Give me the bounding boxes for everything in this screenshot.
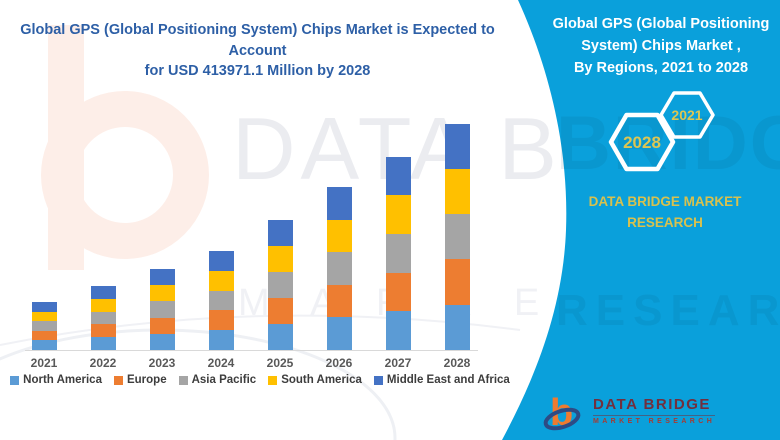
bar-segment-2022-europe (90, 324, 116, 338)
bar-segment-2025-south-america (267, 246, 293, 272)
x-tick-2028: 2028 (443, 356, 471, 370)
legend-label-asia-pacific: Asia Pacific (191, 374, 257, 386)
legend-swatch-north-america (10, 375, 20, 385)
bar-segment-2023-middle-east-and-africa (149, 269, 175, 286)
chart-main-title: Global GPS (Global Positioning System) C… (20, 22, 495, 80)
bar-segment-2021-europe (31, 330, 57, 341)
bar-segment-2024-north-america (208, 330, 234, 350)
bar-2022 (90, 286, 116, 350)
logo-divider (593, 414, 716, 416)
bar-segment-2024-europe (208, 310, 234, 331)
bar-segment-2028-middle-east-and-africa (444, 123, 470, 169)
legend-item-south-america: South America (268, 374, 362, 386)
bar-segment-2024-south-america (208, 270, 234, 291)
x-tick-2025: 2025 (266, 356, 294, 370)
legend-swatch-asia-pacific (178, 375, 188, 385)
bar-segment-2021-middle-east-and-africa (31, 302, 57, 312)
bar-segment-2025-north-america (267, 324, 293, 350)
bar-2026 (326, 187, 352, 350)
bar-segment-2027-middle-east-and-africa (385, 156, 411, 196)
bar-segment-2022-south-america (90, 298, 116, 312)
bar-segment-2022-asia-pacific (90, 311, 116, 325)
bar-segment-2025-middle-east-and-africa (267, 220, 293, 246)
x-axis-labels: 2021 2022 2023 2024 2025 2026 2027 2028 (0, 356, 480, 372)
hexagon-year-2028: 2028 (623, 133, 661, 152)
bar-segment-2028-south-america (444, 168, 470, 215)
bar-segment-2028-europe (444, 259, 470, 305)
x-tick-2026: 2026 (325, 356, 353, 370)
bar-segment-2021-asia-pacific (31, 321, 57, 331)
bar-segment-2027-south-america (385, 195, 411, 234)
bar-segment-2025-europe (267, 298, 293, 324)
x-tick-2021: 2021 (30, 356, 58, 370)
logo-company-name: DATA BRIDGE (593, 395, 711, 413)
x-tick-2027: 2027 (384, 356, 412, 370)
side-panel-title: Global GPS (Global Positioning System) C… (552, 16, 770, 76)
legend-item-europe: Europe (113, 374, 167, 386)
x-axis-line (25, 350, 478, 351)
legend-swatch-middle-east-and-africa (373, 375, 383, 385)
footer-logo: b DATA BRIDGE MARKET RESEARCH (540, 388, 716, 432)
bar-segment-2022-north-america (90, 337, 116, 350)
bar-segment-2023-europe (149, 317, 175, 334)
bar-segment-2026-south-america (326, 219, 352, 253)
bar-segment-2024-asia-pacific (208, 290, 234, 311)
legend-swatch-europe (113, 375, 123, 385)
bar-segment-2027-europe (385, 272, 411, 312)
legend-item-middle-east-and-africa: Middle East and Africa (373, 374, 510, 386)
x-tick-2022: 2022 (89, 356, 117, 370)
bar-segment-2027-north-america (385, 311, 411, 350)
bar-segment-2026-europe (326, 284, 352, 318)
bars-layer (0, 120, 480, 350)
bar-2021 (31, 302, 57, 350)
legend-label-europe: Europe (126, 374, 167, 386)
bar-segment-2028-asia-pacific (444, 214, 470, 260)
bar-segment-2023-asia-pacific (149, 301, 175, 318)
bar-segment-2026-north-america (326, 317, 352, 350)
bar-segment-2024-middle-east-and-africa (208, 251, 234, 271)
x-tick-2023: 2023 (148, 356, 176, 370)
legend: North America Europe Asia Pacific South Ame… (0, 374, 520, 386)
legend-label-south-america: South America (281, 374, 362, 386)
bar-segment-2021-south-america (31, 311, 57, 322)
bar-2028 (444, 123, 470, 350)
bar-segment-2028-north-america (444, 304, 470, 350)
bar-segment-2026-middle-east-and-africa (326, 187, 352, 220)
logo-tagline: MARKET RESEARCH (593, 417, 716, 425)
data-bridge-logo-icon: b (543, 392, 581, 432)
bar-2024 (208, 251, 234, 350)
logo-text-block: DATA BRIDGE MARKET RESEARCH (593, 395, 716, 425)
bar-segment-2023-south-america (149, 285, 175, 302)
bar-2023 (149, 269, 175, 350)
legend-label-middle-east-and-africa: Middle East and Africa (386, 374, 510, 386)
bar-segment-2026-asia-pacific (326, 252, 352, 285)
legend-item-north-america: North America (10, 374, 102, 386)
x-tick-2024: 2024 (207, 356, 235, 370)
bar-2025 (267, 220, 293, 350)
bar-segment-2022-middle-east-and-africa (90, 286, 116, 299)
brand-text: DATA BRIDGE MARKET RESEARCH (588, 194, 742, 230)
bar-segment-2025-asia-pacific (267, 272, 293, 298)
legend-label-north-america: North America (23, 374, 102, 386)
bar-2027 (385, 156, 411, 350)
legend-item-asia-pacific: Asia Pacific (178, 374, 257, 386)
bar-segment-2027-asia-pacific (385, 233, 411, 273)
hexagon-year-2021: 2021 (671, 107, 703, 123)
bar-segment-2023-north-america (149, 333, 175, 350)
legend-swatch-south-america (268, 375, 278, 385)
bar-segment-2021-north-america (31, 340, 57, 350)
